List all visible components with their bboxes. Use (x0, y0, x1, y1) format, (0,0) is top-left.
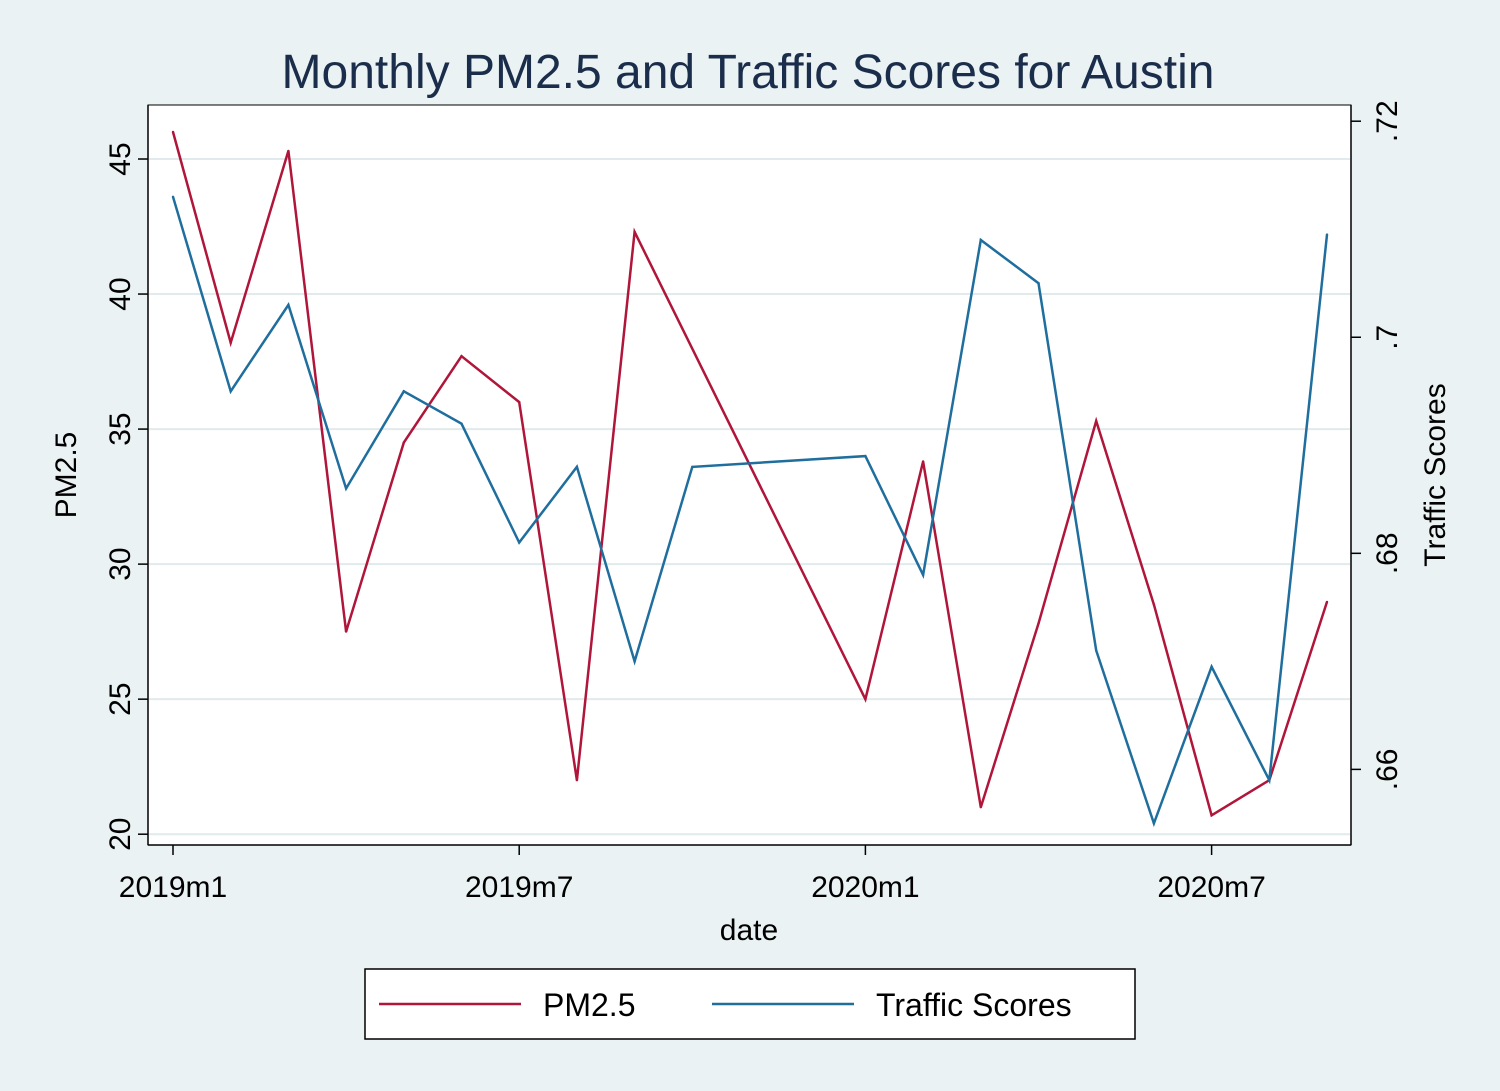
data-point (1152, 822, 1156, 825)
legend: PM2.5 Traffic Scores (364, 968, 1136, 1040)
series-line-pm25 (171, 131, 1329, 818)
data-point (691, 465, 694, 469)
data-point (633, 660, 636, 663)
data-point (1210, 814, 1213, 817)
y-tick-right-label: .72 (1371, 100, 1404, 142)
data-point (921, 460, 925, 463)
x-tick-label: 2019m1 (119, 871, 227, 904)
data-point (460, 422, 463, 425)
data-point (979, 806, 982, 809)
y-axis-left: 20 25 30 35 40 45 (104, 105, 149, 851)
data-point (402, 441, 405, 444)
gridlines (149, 158, 1350, 836)
data-point (287, 303, 290, 307)
legend-label-traffic: Traffic Scores (876, 987, 1072, 1023)
data-point (1268, 779, 1271, 782)
data-point (229, 341, 232, 344)
x-tick-label: 2019m7 (465, 871, 573, 904)
y-tick-right-label: .7 (1371, 325, 1404, 350)
data-point (1325, 233, 1329, 236)
data-point (518, 400, 521, 404)
data-point (171, 130, 175, 134)
data-point (229, 390, 232, 393)
data-point (864, 454, 867, 458)
data-point (344, 630, 348, 633)
data-point (460, 355, 463, 358)
chart-title: Monthly PM2.5 and Traffic Scores for Aus… (282, 46, 1215, 99)
y-tick-right-label: .68 (1371, 532, 1404, 574)
data-point (287, 149, 290, 153)
data-point (979, 238, 982, 242)
data-point (344, 487, 348, 490)
y-axis-right: .66 .68 .7 .72 (1350, 100, 1404, 845)
data-point (518, 541, 521, 544)
y-tick-right-label: .66 (1371, 749, 1404, 791)
y-tick-left-label: 40 (104, 277, 137, 310)
series-lines (171, 130, 1329, 828)
x-tick-label: 2020m7 (1157, 871, 1265, 904)
data-point (171, 195, 175, 198)
data-point (921, 573, 925, 577)
data-point (864, 698, 867, 701)
y-tick-left-label: 45 (104, 142, 137, 175)
x-axis: 2019m1 2019m7 2020m1 2020m7 (119, 844, 1351, 904)
y-tick-left-label: 20 (104, 818, 137, 851)
x-axis-label: date (720, 914, 778, 947)
y-axis-left-label: PM2.5 (50, 432, 83, 519)
y-tick-left-label: 35 (104, 412, 137, 445)
data-point (1095, 419, 1098, 423)
data-point (1210, 665, 1213, 668)
data-point (1095, 649, 1098, 652)
data-point (633, 230, 636, 234)
legend-label-pm25: PM2.5 (543, 987, 635, 1023)
data-point (575, 465, 579, 469)
y-tick-left-label: 25 (104, 682, 137, 715)
data-point (575, 779, 579, 782)
plot-area (147, 104, 1352, 846)
data-point (1037, 282, 1040, 285)
data-point (1152, 603, 1156, 606)
y-tick-left-label: 30 (104, 547, 137, 580)
x-tick-label: 2020m1 (811, 871, 919, 904)
data-point (1037, 622, 1040, 625)
data-point (1325, 600, 1329, 604)
data-point (402, 390, 405, 393)
y-axis-right-label: Traffic Scores (1419, 383, 1452, 566)
